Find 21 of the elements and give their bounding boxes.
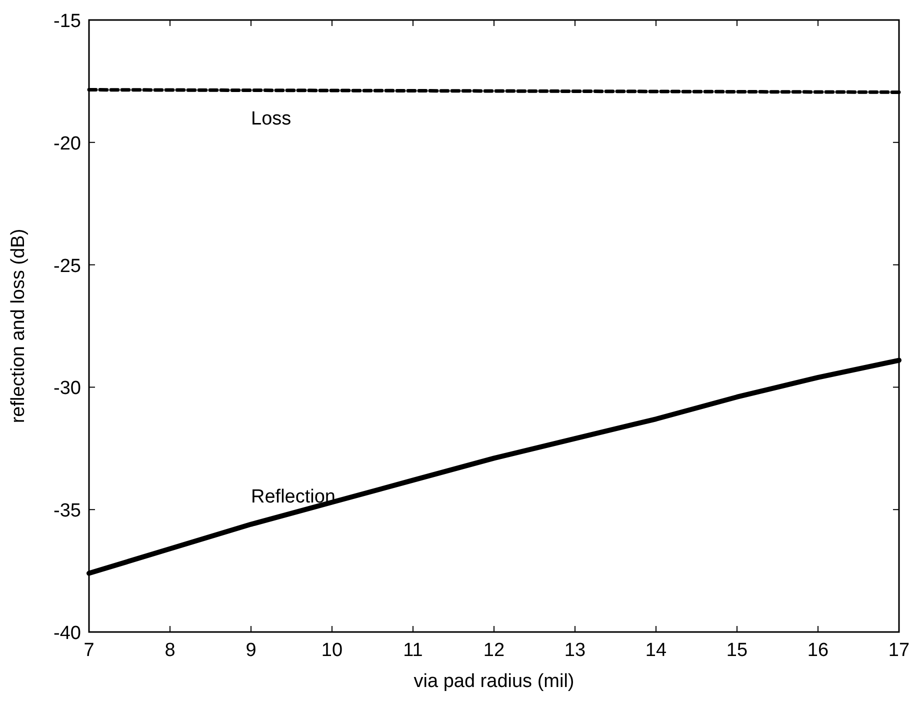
y-tick-label: -30: [54, 378, 81, 400]
y-tick-label: -25: [54, 256, 81, 277]
x-tick-label: 13: [564, 640, 586, 661]
series-label: Reflection: [251, 486, 336, 508]
x-tick-label: 11: [403, 640, 423, 661]
x-tick-label: 16: [807, 640, 829, 661]
y-tick-label: -20: [54, 133, 81, 154]
x-tick-label: 14: [645, 640, 667, 661]
y-tick-label: -15: [54, 11, 81, 32]
x-tick-label: 17: [888, 640, 910, 661]
x-axis-title: via pad radius (mil): [414, 671, 574, 692]
x-tick-label: 15: [726, 640, 748, 661]
x-tick-label: 9: [246, 640, 256, 661]
x-tick-label: 7: [84, 640, 94, 661]
y-axis-title: reflection and loss (dB): [8, 228, 29, 424]
series-label: Loss: [251, 108, 292, 130]
x-tick-label: 12: [483, 640, 505, 661]
y-tick-label: -35: [54, 500, 81, 522]
x-tick-label: 8: [164, 640, 176, 661]
y-tick-label: -40: [54, 623, 81, 644]
x-tick-label: 10: [321, 640, 343, 661]
